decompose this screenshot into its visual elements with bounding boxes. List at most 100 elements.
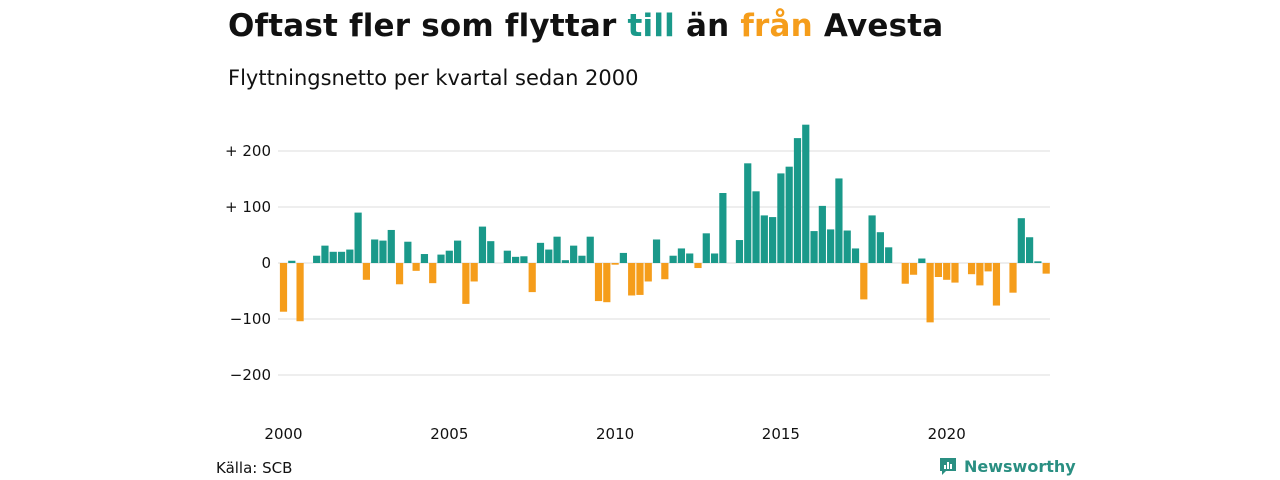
bar (462, 263, 470, 304)
bar (710, 253, 719, 263)
y-tick-label: −100 (230, 310, 271, 328)
bar (785, 166, 793, 263)
x-tick-label: 2020 (928, 425, 966, 443)
bar (793, 138, 802, 263)
bar (1042, 263, 1050, 274)
title-part: Oftast fler som flyttar (228, 8, 628, 44)
bar (652, 239, 661, 263)
bar (1026, 237, 1034, 263)
bar (445, 250, 453, 263)
bar (885, 247, 893, 263)
x-tick-label: 2005 (430, 425, 468, 443)
bar (934, 263, 943, 277)
bar (818, 205, 826, 263)
chart-title: Oftast fler som flyttar till än från Ave… (228, 8, 943, 44)
bar (628, 263, 636, 296)
bar (669, 255, 677, 263)
bar (661, 263, 669, 280)
bar (321, 245, 329, 263)
y-tick-label: + 100 (225, 198, 271, 216)
bar (918, 258, 926, 263)
bar (528, 263, 536, 293)
bar (951, 263, 959, 283)
y-tick-label: 0 (261, 254, 271, 272)
x-tick-label: 2015 (762, 425, 800, 443)
bar (843, 230, 851, 263)
bar (636, 263, 644, 295)
bar (619, 252, 627, 263)
bar (371, 239, 379, 263)
title-fran-word: från (740, 8, 813, 44)
newsworthy-icon (940, 458, 956, 475)
bar (404, 241, 412, 263)
x-axis-labels: 2000 2005 2010 2015 2020 (264, 425, 965, 443)
bar (420, 254, 429, 263)
bar (644, 263, 652, 282)
bar (313, 255, 321, 263)
bar (810, 231, 818, 263)
bar (594, 263, 603, 302)
bar (387, 229, 395, 263)
bar (976, 263, 984, 286)
title-part: än (674, 8, 741, 44)
bar (744, 163, 752, 263)
bar (827, 229, 835, 263)
bar (992, 263, 1001, 306)
bar (851, 248, 860, 263)
bar (835, 178, 843, 263)
brand-logo[interactable]: Newsworthy (938, 456, 1076, 476)
bar (1009, 263, 1017, 293)
bar (603, 263, 611, 303)
bar (1017, 218, 1025, 263)
y-axis-labels: + 200 + 100 0 −100 −200 (225, 142, 271, 384)
bar (512, 256, 520, 263)
bar (553, 236, 561, 263)
bar (395, 263, 404, 285)
bar (611, 263, 619, 265)
bar (686, 253, 694, 263)
bar (379, 240, 387, 263)
bar (453, 240, 462, 263)
bar (429, 263, 437, 284)
bar (470, 263, 478, 282)
bar (984, 263, 992, 272)
bar (777, 173, 785, 263)
bar (760, 215, 768, 263)
bar (503, 250, 511, 263)
bar (570, 245, 578, 263)
bar (926, 263, 934, 323)
bar (677, 248, 686, 263)
chart-subtitle: Flyttningsnetto per kvartal sedan 2000 (228, 66, 639, 90)
bar (536, 242, 545, 263)
bar (545, 249, 553, 263)
x-tick-label: 2000 (264, 425, 302, 443)
bar (909, 263, 918, 275)
bar (346, 249, 354, 263)
x-tick-label: 2010 (596, 425, 634, 443)
bar (868, 215, 876, 263)
bar (702, 233, 710, 263)
y-tick-label: + 200 (225, 142, 271, 160)
bar (694, 263, 702, 269)
y-tick-label: −200 (230, 366, 271, 384)
bar (901, 263, 909, 284)
bar (288, 260, 296, 263)
bar (719, 193, 727, 263)
bar (735, 240, 744, 263)
bar (437, 254, 445, 263)
bars (279, 124, 1050, 323)
bar (354, 212, 362, 263)
bar (520, 256, 528, 263)
bar (752, 191, 760, 263)
bar (329, 251, 337, 263)
bar (769, 217, 777, 263)
brand-name: Newsworthy (964, 456, 1076, 476)
source-note: Källa: SCB (216, 459, 293, 477)
bar (578, 255, 586, 263)
bar (362, 263, 370, 280)
bar (967, 263, 976, 275)
bar (337, 251, 346, 263)
title-till-word: till (627, 8, 675, 44)
bar (296, 263, 304, 322)
bar (876, 232, 884, 263)
